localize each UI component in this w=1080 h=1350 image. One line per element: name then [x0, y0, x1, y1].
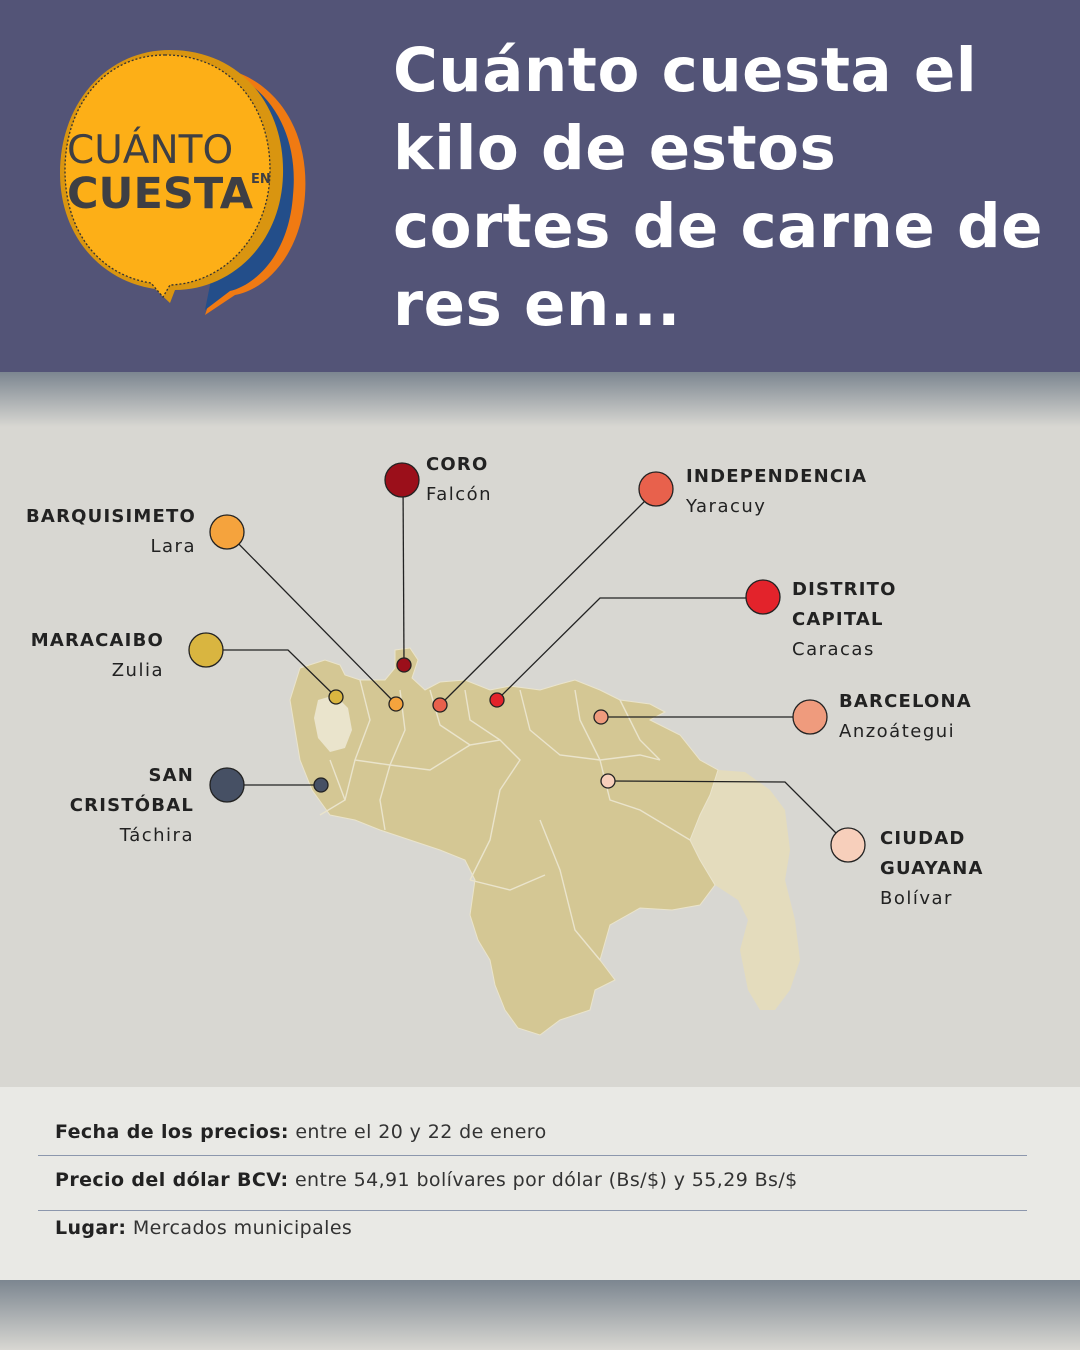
city-name: CORO — [426, 454, 489, 475]
map-svg — [188, 462, 866, 1036]
label-maracaibo: MARACAIBO Zulia — [20, 626, 164, 686]
page-title: Cuánto cuesta el kilo de estos cortes de… — [393, 35, 1043, 340]
marker-small-san-cristobal — [313, 777, 329, 793]
state-name: Yaracuy — [686, 496, 767, 517]
marker-small-maracaibo — [328, 689, 344, 705]
label-coro: CORO Falcón — [426, 450, 492, 510]
label-independencia: INDEPENDENCIA Yaracuy — [686, 462, 867, 522]
info-date-row: Fecha de los precios: entre el 20 y 22 d… — [55, 1121, 1027, 1143]
footer-shadow — [0, 1280, 1080, 1350]
connector-independencia — [439, 489, 657, 706]
header-banner: CUÁNTO CUESTA EN Cuánto cuesta el kilo d… — [0, 0, 1080, 372]
place-value: Mercados municipales — [126, 1217, 353, 1239]
marker-big-barquisimeto — [209, 514, 245, 550]
marker-big-independencia — [638, 471, 674, 507]
logo-line2: CUESTA — [67, 169, 254, 219]
marker-big-ciudad-guayana — [830, 827, 866, 863]
logo-small: EN — [251, 172, 271, 187]
venezuela-map: CORO Falcón INDEPENDENCIA Yaracuy BARQUI… — [0, 372, 1080, 1087]
label-ciudad-guayana: CIUDAD GUAYANA Bolívar — [880, 824, 1010, 914]
label-distrito-capital: DISTRITO CAPITAL Caracas — [792, 575, 932, 665]
label-san-cristobal: SAN CRISTÓBAL Táchira — [40, 761, 194, 851]
city-name: SAN CRISTÓBAL — [69, 765, 194, 816]
marker-big-san-cristobal — [209, 767, 245, 803]
marker-small-barcelona — [593, 709, 609, 725]
divider — [38, 1210, 1027, 1211]
place-label: Lugar: — [55, 1217, 127, 1239]
marker-small-distrito-capital — [489, 692, 505, 708]
city-name: DISTRITO CAPITAL — [792, 579, 897, 630]
city-name: MARACAIBO — [30, 630, 164, 651]
marker-big-maracaibo — [188, 632, 224, 668]
date-value: entre el 20 y 22 de enero — [288, 1121, 547, 1143]
guayana-esequiba-region — [690, 770, 800, 1010]
city-name: BARCELONA — [839, 691, 972, 712]
marker-small-coro — [396, 657, 412, 673]
connector-barquisimeto — [226, 531, 397, 705]
city-name: BARQUISIMETO — [26, 506, 196, 527]
city-name: INDEPENDENCIA — [686, 466, 868, 487]
state-name: Zulia — [111, 660, 164, 681]
date-label: Fecha de los precios: — [55, 1121, 289, 1143]
header-shadow — [0, 372, 1080, 427]
marker-small-barquisimeto — [388, 696, 404, 712]
map-markers — [188, 462, 866, 863]
divider — [38, 1155, 1027, 1156]
connector-coro — [402, 479, 405, 665]
connector-distrito-capital — [496, 597, 763, 701]
state-name: Bolívar — [880, 888, 953, 909]
venezuela-mainland — [289, 647, 719, 1036]
info-place-row: Lugar: Mercados municipales — [55, 1217, 1027, 1239]
cuanto-cuesta-logo: CUÁNTO CUESTA EN — [60, 50, 306, 315]
dollar-label: Precio del dólar BCV: — [55, 1169, 289, 1191]
state-name: Lara — [150, 536, 196, 557]
state-name: Anzoátegui — [839, 721, 956, 742]
marker-small-independencia — [432, 697, 448, 713]
lake-maracaibo — [314, 695, 352, 752]
marker-small-ciudad-guayana — [600, 773, 616, 789]
marker-big-distrito-capital — [745, 579, 781, 615]
state-borders — [319, 679, 691, 961]
dollar-value: entre 54,91 bolívares por dólar (Bs/$) y… — [288, 1169, 798, 1191]
label-barquisimeto: BARQUISIMETO Lara — [20, 502, 196, 562]
state-name: Falcón — [426, 484, 493, 505]
connector-maracaibo — [206, 649, 337, 698]
marker-big-coro — [384, 462, 420, 498]
label-barcelona: BARCELONA Anzoátegui — [839, 687, 972, 747]
state-name: Táchira — [119, 825, 194, 846]
logo-line1: CUÁNTO — [67, 126, 233, 173]
info-dollar-row: Precio del dólar BCV: entre 54,91 bolíva… — [55, 1169, 1027, 1191]
connector-ciudad-guayana — [607, 780, 849, 846]
info-panel: Fecha de los precios: entre el 20 y 22 d… — [0, 1087, 1080, 1280]
marker-big-barcelona — [792, 699, 828, 735]
state-name: Caracas — [792, 639, 875, 660]
city-name: CIUDAD GUAYANA — [880, 828, 984, 879]
